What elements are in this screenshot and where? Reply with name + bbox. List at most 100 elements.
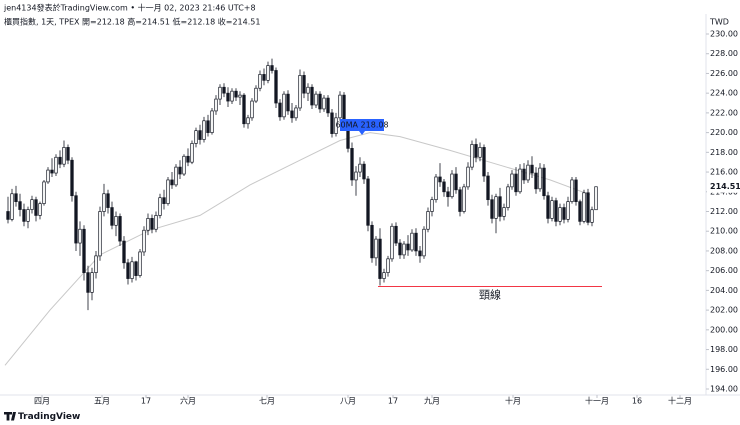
candle-body [90, 272, 94, 293]
candle-body [510, 173, 514, 188]
candle-body [10, 193, 14, 220]
candle-body [250, 100, 254, 119]
last-price-label: 214.51 [710, 182, 740, 191]
candle-body [542, 167, 546, 197]
candle-body [82, 228, 86, 273]
candle-body [158, 197, 162, 216]
brand-logo [3, 412, 16, 421]
candle-body [178, 166, 182, 175]
candle-body [270, 65, 274, 71]
candle-body [534, 172, 538, 190]
y-tick-label: 212.00 [710, 207, 738, 216]
candle-body [446, 191, 450, 198]
x-tick-label: 17 [141, 397, 151, 406]
candle-body [526, 164, 530, 181]
candle-body [390, 225, 394, 260]
candle-body [462, 186, 466, 212]
candle-body [322, 97, 326, 110]
y-tick-label: 226.00 [710, 69, 738, 78]
candle-body [406, 243, 410, 251]
candle-body [94, 255, 98, 273]
candle-body [194, 130, 198, 144]
candle-body [410, 232, 414, 251]
candle-body [378, 238, 382, 279]
candle-body [242, 94, 246, 125]
brand-name: TradingView [18, 412, 80, 422]
candle-body [182, 155, 186, 175]
brand: TradingView [3, 412, 80, 422]
y-tick-label: 196.00 [710, 365, 738, 374]
candle-body [266, 65, 270, 81]
candle-body [302, 75, 306, 94]
y-tick-label: 222.00 [710, 108, 738, 117]
candle-body [498, 196, 502, 217]
author-line: jen4134發表於TradingView.com • 十一月 02, 2023… [3, 3, 256, 13]
candle-body [574, 179, 578, 202]
x-tick-label: 五月 [94, 397, 110, 406]
candle-body [214, 98, 218, 112]
candle-body [502, 207, 506, 217]
candle-body [374, 238, 378, 259]
candle-body [398, 242, 402, 256]
candle-body [482, 147, 486, 177]
candle-body [226, 92, 230, 102]
candle-body [370, 224, 374, 259]
candle-body [594, 186, 598, 211]
candle-body [106, 193, 110, 208]
candle-body [550, 200, 554, 219]
y-tick-label: 202.00 [710, 306, 738, 315]
candle-body [546, 195, 550, 219]
candle-body [466, 166, 470, 188]
symbol-line: 櫃買指數, 1天, TPEX 開=212.18 高=214.51 低=212.1… [4, 17, 260, 27]
candle-body [298, 75, 302, 109]
candle-body [206, 120, 210, 133]
candle-body [402, 243, 406, 256]
candle-body [474, 144, 478, 158]
candle-body [166, 179, 170, 204]
candle-body [66, 147, 70, 161]
y-tick-label: 194.00 [710, 385, 738, 394]
candle-body [294, 107, 298, 119]
candle-body [334, 117, 338, 134]
candle-body [98, 211, 102, 257]
candle-body [458, 189, 462, 212]
y-tick-label: 210.00 [710, 227, 738, 236]
candle-body [18, 201, 22, 210]
candle-body [394, 225, 398, 244]
candle-body [154, 215, 158, 230]
candle-body [210, 110, 214, 133]
candle-body [330, 112, 334, 134]
candle-body [46, 169, 50, 183]
y-tick-label: 228.00 [710, 49, 738, 58]
candle-body [34, 199, 38, 216]
candle-body [454, 173, 458, 191]
candle-body [422, 228, 426, 257]
candle-body [514, 173, 518, 193]
candle-body [22, 209, 26, 222]
candle-body [150, 218, 154, 230]
candle-body [506, 186, 510, 208]
candle-body [86, 272, 90, 293]
candle-body [486, 175, 490, 201]
candle-body [142, 229, 146, 253]
candle-body [562, 207, 566, 220]
candle-body [494, 196, 498, 219]
candle-body [218, 86, 222, 100]
candle-body [582, 192, 586, 222]
candle-body [54, 156, 58, 174]
candle-body [70, 159, 74, 197]
candle-body [122, 240, 126, 264]
candle-body [530, 164, 534, 174]
candle-body [198, 130, 202, 140]
candle-body [362, 163, 366, 180]
candle-body [310, 86, 314, 106]
candle-body [434, 176, 438, 201]
candle-body [126, 262, 130, 279]
candle-body [354, 171, 358, 181]
x-tick-label: 16 [632, 397, 642, 406]
candle-body [478, 147, 482, 158]
last-price-box [707, 180, 740, 193]
neckline-label: 頸線 [479, 287, 501, 301]
ma-tag-box [340, 119, 384, 135]
